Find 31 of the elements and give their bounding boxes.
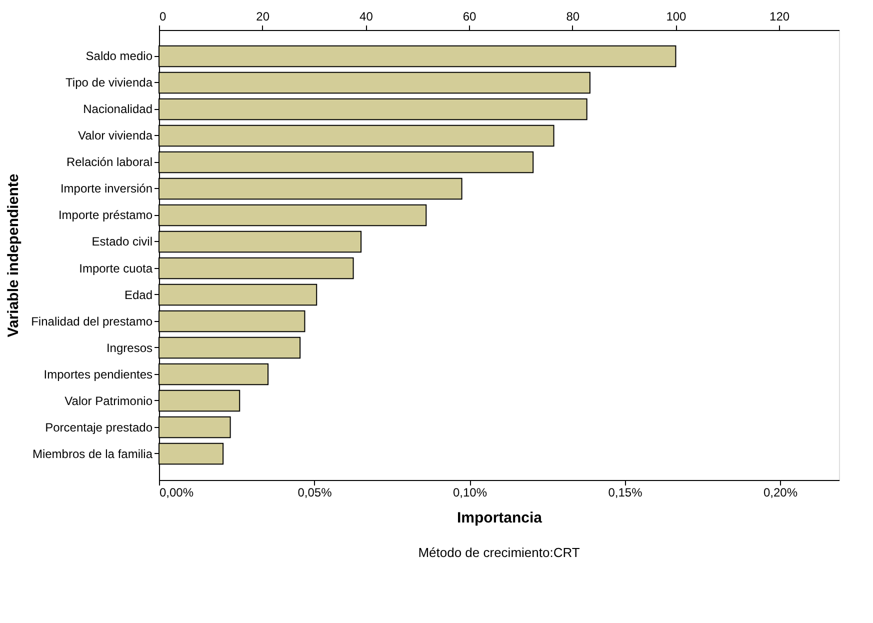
y-tick-label: Saldo medio xyxy=(86,49,153,64)
x2-tick-label: 40 xyxy=(360,10,374,24)
y-tick-label: Edad xyxy=(124,288,152,302)
y-tick-label: Importes pendientes xyxy=(44,367,152,382)
y-tick-label: Finalidad del prestamo xyxy=(31,314,153,328)
x-tick-label: 0,15% xyxy=(608,486,643,500)
y-tick-label: Importe inversión xyxy=(60,182,152,196)
y-tick-label: Valor vivienda xyxy=(78,128,153,143)
x-axis-title: Importancia xyxy=(456,510,543,526)
y-tick-label: Porcentaje prestado xyxy=(45,420,153,434)
y-tick-label: Ingresos xyxy=(106,340,152,355)
y-tick-label: Miembros de la familia xyxy=(32,446,153,461)
x-tick-label: 0,05% xyxy=(298,486,332,500)
y-tick-label: Importe cuota xyxy=(79,261,153,276)
x-tick-label: 0,10% xyxy=(452,486,488,500)
text: Método de crecimiento:CRT xyxy=(418,545,580,560)
y-tick-label: Importe préstamo xyxy=(58,208,153,222)
y-tick-label: Relación laboral xyxy=(66,155,152,170)
y-tick-label: Tipo de vivienda xyxy=(66,76,153,90)
y-axis-title: Variable independiente xyxy=(5,174,22,338)
y-tick-label: Valor Patrimonio xyxy=(64,394,153,408)
x2-tick-label: 20 xyxy=(256,10,270,24)
x2-tick-label: 0 xyxy=(160,10,166,24)
y-tick-label: Estado civil xyxy=(92,234,152,249)
x2-tick-label: 80 xyxy=(566,10,580,24)
x2-tick-label: 120 xyxy=(770,10,790,24)
x-tick-label: 0,00% xyxy=(160,486,194,500)
x2-tick-label: 60 xyxy=(462,10,477,24)
y-tick-label: Nacionalidad xyxy=(83,102,152,116)
x-tick-label: 0,20% xyxy=(763,486,798,500)
x2-tick-label: 100 xyxy=(666,10,687,24)
